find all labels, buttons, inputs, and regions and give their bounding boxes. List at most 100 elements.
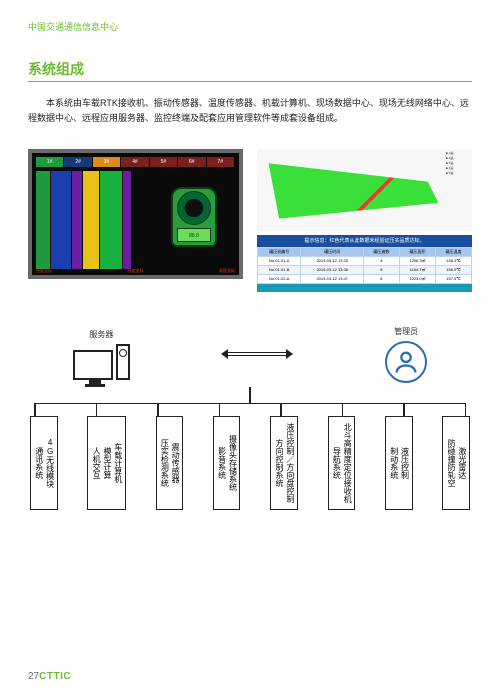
subsystem-box: 制动系统液压控制 (385, 416, 413, 510)
org-header: 中国交通通信信息中心 (28, 20, 472, 33)
subsystem-label: 人机交互 (91, 447, 100, 479)
connector-drop (34, 404, 36, 416)
connector-down (249, 387, 251, 403)
table-cell: 2019-03-12 13:25 (301, 256, 364, 265)
table-cell: No.01-02-A (258, 274, 301, 283)
subsystem-label: 摄像头存储系统 (228, 435, 237, 491)
subsystem-label: 防碰撞防轧空 (446, 439, 455, 487)
monitor-tab: 6# (178, 157, 205, 167)
subsystem-label: 影音系统 (217, 447, 226, 479)
monitor-tab: 7# (207, 157, 234, 167)
page-number: 27 (28, 671, 39, 682)
table-cell: 碾压机编号 (258, 247, 301, 256)
table-cell: 碾压温度 (436, 247, 472, 256)
table-cell: No.01-01-B (258, 265, 301, 274)
connector-drop (403, 404, 405, 416)
admin-label: 管理员 (385, 326, 427, 337)
system-diagram: 服务器 管理员 通讯系统4G无线模块 人机交互模型计算车载计算机 压实检测系统震动传… (28, 326, 472, 511)
table-cell: 1256.3㎡ (399, 256, 435, 265)
monitor-tab: 1# (36, 157, 63, 167)
monitor-tab: 3# (93, 157, 120, 167)
subsystem-box: 方向控制系统液压控制／方向盘控制 (270, 416, 298, 510)
connector-drop (96, 404, 98, 416)
monitor-footer: 经度坐标 纬度坐标 高程坐标 (36, 268, 235, 274)
table-cell: 8 (363, 265, 399, 274)
monitor-tab: 2# (64, 157, 91, 167)
result-table: 碾压机编号碾压时间碾压遍数碾压面积碾压温度No.01-01-A2019-03-1… (257, 247, 472, 284)
section-title-wrap: 系统组成 (28, 59, 472, 82)
table-cell: 碾压遍数 (363, 247, 399, 256)
gauge-icon: 88.8 (171, 187, 217, 247)
section-title: 系统组成 (28, 59, 472, 79)
footer-r: 高程坐标 (219, 268, 235, 274)
table-cell: 2019-03-12 13:36 (301, 265, 364, 274)
subsystem-label: 压实检测系统 (160, 439, 169, 487)
table-cell: 8 (363, 256, 399, 265)
coverage-map: ■ 1遍■ 2遍■ 3遍■ 4遍■ 5遍 (257, 149, 472, 231)
admin-node: 管理员 (385, 326, 427, 383)
subsystem-boxes: 通讯系统4G无线模块 人机交互模型计算车载计算机 压实检测系统震动传感器 影音系统摄像… (30, 416, 470, 510)
map-legend: ■ 1遍■ 2遍■ 3遍■ 4遍■ 5遍 (446, 151, 470, 176)
subsystem-box: 人机交互模型计算车载计算机 (87, 416, 125, 510)
server-label: 服务器 (73, 329, 130, 340)
lane-bar (36, 171, 50, 269)
section-body: 本系统由车载RTK接收机、振动传感器、温度传感器、机载计算机、现场数据中心、现场… (28, 96, 472, 127)
double-arrow-icon (227, 352, 287, 356)
table-cell: 碾压时间 (301, 247, 364, 256)
server-icon (73, 344, 130, 380)
table-cell: 1223.0㎡ (399, 274, 435, 283)
monitor-icon (73, 350, 113, 380)
subsystem-box: 通讯系统4G无线模块 (30, 416, 58, 510)
subsystem-label: 液压控制／方向盘控制 (285, 423, 294, 503)
footer-m: 纬度坐标 (128, 268, 144, 274)
subsystem-label: 激光雷达 (457, 447, 466, 479)
subsystem-label: 通讯系统 (34, 447, 43, 479)
admin-icon (385, 341, 427, 383)
lane-bar (100, 171, 122, 269)
gauge-lcd: 88.8 (177, 228, 211, 242)
lane-bar (51, 171, 71, 269)
connector-drop (342, 404, 344, 416)
panels-row: 1#2#3#4#5#6#7# 88.8 经度坐标 纬度坐标 高程坐标 ■ 1遍■… (28, 149, 472, 292)
server-node: 服务器 (73, 329, 130, 380)
map-table-screenshot: ■ 1遍■ 2遍■ 3遍■ 4遍■ 5遍 提示信息：红色代表从此数据未经验证压实… (257, 149, 472, 292)
subsystem-box: 压实检测系统震动传感器 (156, 416, 184, 510)
tower-icon (116, 344, 130, 380)
page-footer: 27CTTIC (28, 671, 71, 682)
subsystem-label: 4G无线模块 (45, 438, 54, 488)
footer-brand: CTTIC (39, 671, 71, 682)
subsystem-box: 影音系统摄像头存储系统 (213, 416, 241, 510)
connector-drop (219, 404, 221, 416)
coverage-shape (265, 157, 442, 223)
connector-drops (34, 404, 466, 416)
monitor-screenshot: 1#2#3#4#5#6#7# 88.8 经度坐标 纬度坐标 高程坐标 (28, 149, 243, 279)
table-cell: 157.5℃ (436, 274, 472, 283)
lane-bar (72, 171, 82, 269)
subsystem-box: 导航系统北斗高精度定位接收机 (328, 416, 356, 510)
connector-drop (157, 404, 159, 416)
table-title: 提示信息：红色代表从此数据未经验证压实品质达标。 (257, 235, 472, 247)
gauge-dial-icon (177, 191, 211, 225)
subsystem-label: 震动传感器 (170, 443, 179, 483)
subsystem-label: 车载计算机 (113, 443, 122, 483)
monitor-tab: 4# (121, 157, 148, 167)
subsystem-label: 北斗高精度定位接收机 (342, 423, 351, 503)
subsystem-label: 液压控制 (400, 447, 409, 479)
table-cell: 碾压面积 (399, 247, 435, 256)
subsystem-label: 模型计算 (102, 447, 111, 479)
table-cell: 156.9℃ (436, 265, 472, 274)
table-cell: 8 (363, 274, 399, 283)
table-cell: 2019-03-12 13:47 (301, 274, 364, 283)
monitor-lanes (36, 171, 154, 269)
subsystem-box: 防碰撞防轧空激光雷达 (442, 416, 470, 510)
table-cell: 158.3℃ (436, 256, 472, 265)
lane-bar (123, 171, 131, 269)
subsystem-label: 方向控制系统 (274, 439, 283, 487)
footer-l: 经度坐标 (36, 268, 52, 274)
subsystem-label: 制动系统 (389, 447, 398, 479)
table-bottom-bar (257, 284, 472, 292)
subsystem-label: 导航系统 (332, 447, 341, 479)
connector-drop (465, 404, 467, 416)
connector-drop (280, 404, 282, 416)
monitor-tabs: 1#2#3#4#5#6#7# (36, 157, 235, 167)
